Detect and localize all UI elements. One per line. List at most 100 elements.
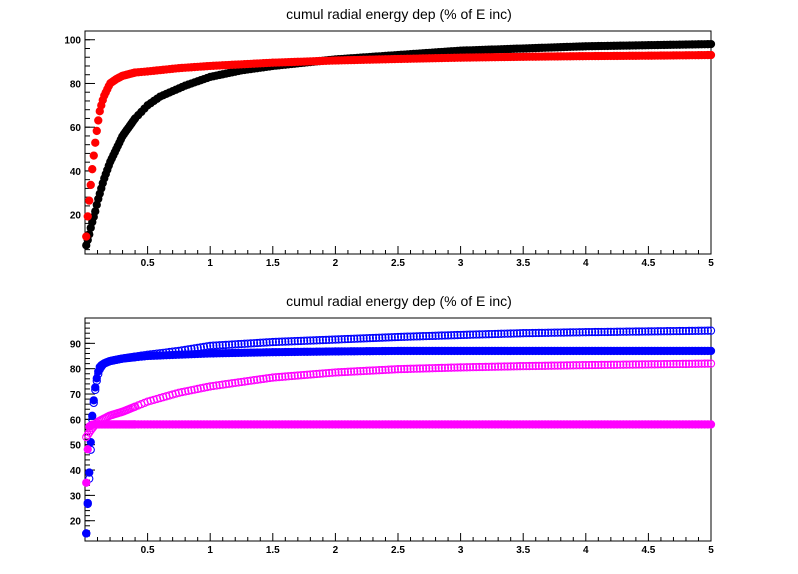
data-point [256,338,265,347]
x-tick-label: 4 [583,258,589,269]
data-point [434,331,443,340]
data-point [572,361,581,370]
data-point [256,375,265,384]
data-point [381,333,390,342]
data-point [663,359,672,369]
data-point [403,364,412,374]
data-point [447,363,456,372]
data-point [700,326,709,335]
data-point [562,361,572,370]
bottom-plot: 0.5 1 1.5 2 2.5 3 3.5 4 4.5 5 20 30 40 50 60 70 80 90 [70,317,716,556]
data-point [603,360,612,370]
x-tick-label: 1 [207,545,213,556]
data-point [631,360,641,369]
data-point [290,337,299,346]
data-point [562,328,572,337]
x-tick-label: 3.5 [516,545,530,556]
data-point [606,360,615,369]
y-tick-label: 70 [70,390,82,401]
data-point [519,361,528,371]
data-point [691,359,700,368]
data-point [465,363,475,372]
data-point [262,338,271,347]
data-point [293,336,302,346]
data-point [85,468,94,477]
data-point [472,362,481,372]
data-point [597,327,606,337]
y-tick-label: 40 [70,466,82,477]
data-point [362,366,371,375]
data-point [312,369,321,379]
data-point [506,362,515,371]
data-point [94,116,103,125]
data-point [553,328,562,337]
series-1 [82,50,716,241]
data-point [522,361,531,371]
data-point [450,363,459,372]
data-point [265,373,274,383]
data-point [199,383,209,392]
data-point [612,360,622,369]
data-point [371,333,381,343]
data-point [459,363,468,372]
data-point [309,336,318,345]
data-point [187,386,196,395]
data-point [540,361,550,370]
data-point [331,335,340,344]
data-point [490,362,500,371]
data-point [578,328,587,337]
data-point [378,365,387,375]
y-tick-label: 20 [70,211,82,222]
data-point [287,337,296,346]
data-point [315,369,324,378]
data-point [346,367,356,376]
data-point [218,380,227,389]
data-point [328,368,337,377]
data-point [440,331,450,340]
data-point [359,334,368,343]
data-point [221,380,230,389]
data-point [481,330,490,339]
data-point [88,165,97,174]
data-point [265,338,274,347]
data-point [271,337,281,347]
data-point [684,359,694,369]
data-point [569,361,578,370]
data-point [318,369,328,378]
data-point [650,327,659,336]
data-point [706,39,716,49]
data-point [334,335,343,344]
data-point [619,360,628,369]
data-point [312,336,321,345]
data-point [92,374,101,383]
data-point [597,360,606,370]
data-point [240,377,249,386]
data-point [459,330,468,340]
data-point [688,326,697,336]
data-point [500,362,509,371]
data-point [268,373,277,382]
x-tick-label: 5 [708,545,714,556]
data-point [184,386,193,396]
data-point [86,438,95,447]
data-point [697,326,706,335]
data-point [525,361,534,371]
x-tick-label: 0.5 [141,258,155,269]
data-point [406,332,415,341]
data-point [569,328,578,337]
data-point [669,326,678,336]
data-point [575,361,584,370]
x-tick-label: 5 [708,258,714,269]
data-point [443,363,453,372]
data-point [584,360,594,370]
data-point [600,327,609,337]
data-point [375,366,384,375]
data-point [190,385,199,394]
data-point [324,368,334,378]
data-point [628,360,637,369]
data-point [234,340,243,349]
data-point [281,372,290,381]
data-point [206,382,215,391]
data-point [468,363,478,372]
data-point [653,327,662,336]
